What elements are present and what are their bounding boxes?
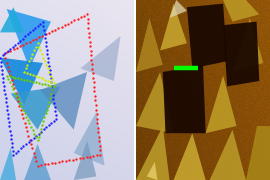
Polygon shape xyxy=(7,9,51,68)
Polygon shape xyxy=(40,72,87,130)
Polygon shape xyxy=(206,76,237,133)
Polygon shape xyxy=(74,112,104,166)
Polygon shape xyxy=(24,144,51,180)
Polygon shape xyxy=(0,7,24,32)
Polygon shape xyxy=(170,0,187,18)
Polygon shape xyxy=(0,58,43,104)
Polygon shape xyxy=(174,133,206,180)
Polygon shape xyxy=(136,72,174,133)
Polygon shape xyxy=(246,126,270,180)
Polygon shape xyxy=(223,22,259,86)
Polygon shape xyxy=(74,140,96,180)
Polygon shape xyxy=(11,86,60,130)
Polygon shape xyxy=(136,126,170,180)
Polygon shape xyxy=(80,36,121,81)
Polygon shape xyxy=(163,65,206,133)
Polygon shape xyxy=(160,4,187,50)
Polygon shape xyxy=(136,18,163,72)
Polygon shape xyxy=(232,18,263,72)
Polygon shape xyxy=(223,0,259,22)
Polygon shape xyxy=(210,130,246,180)
Polygon shape xyxy=(0,148,16,180)
Polygon shape xyxy=(147,162,157,180)
Polygon shape xyxy=(187,4,227,68)
